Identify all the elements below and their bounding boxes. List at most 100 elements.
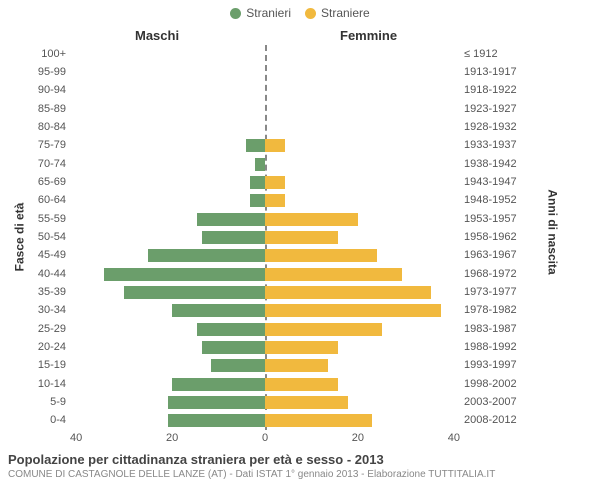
chart-subtitle: COMUNE DI CASTAGNOLE DELLE LANZE (AT) - … [8, 469, 592, 480]
column-title-female: Femmine [340, 28, 397, 43]
plot-area [70, 45, 460, 430]
bar-female [265, 414, 372, 427]
bar-male [197, 323, 265, 336]
y-right-label: 2003-2007 [464, 395, 524, 410]
bar-male [168, 414, 266, 427]
bar-row [70, 120, 460, 135]
legend-swatch-female [305, 8, 316, 19]
y-right-label: 1948-1952 [464, 193, 524, 208]
x-tick: 40 [70, 432, 82, 444]
y-right-label: 1923-1927 [464, 102, 524, 117]
y-left-label: 95-99 [30, 65, 66, 80]
x-tick: 20 [166, 432, 178, 444]
y-left-label: 90-94 [30, 83, 66, 98]
y-right-label: 1928-1932 [464, 120, 524, 135]
y-right-label: 1973-1977 [464, 285, 524, 300]
bar-row [70, 212, 460, 227]
chart-footer: Popolazione per cittadinanza straniera p… [8, 452, 592, 480]
bar-row [70, 285, 460, 300]
chart-title: Popolazione per cittadinanza straniera p… [8, 452, 592, 467]
bar-female [265, 378, 338, 391]
y-left-label: 70-74 [30, 157, 66, 172]
y-axis-title-left: Fasce di età [12, 203, 26, 272]
bar-row [70, 65, 460, 80]
bar-row [70, 157, 460, 172]
bar-male [255, 158, 265, 171]
y-left-label: 60-64 [30, 193, 66, 208]
y-right-label: 2008-2012 [464, 413, 524, 428]
y-left-label: 20-24 [30, 340, 66, 355]
bar-row [70, 193, 460, 208]
x-tick: 40 [448, 432, 460, 444]
y-right-label: 1978-1982 [464, 303, 524, 318]
y-left-label: 30-34 [30, 303, 66, 318]
y-left-label: 40-44 [30, 267, 66, 282]
bar-male [168, 396, 266, 409]
bar-row [70, 267, 460, 282]
y-left-label: 50-54 [30, 230, 66, 245]
bar-female [265, 323, 382, 336]
bar-row [70, 175, 460, 190]
bar-female [265, 268, 402, 281]
legend-label-female: Straniere [321, 6, 370, 20]
bar-row [70, 358, 460, 373]
bar-female [265, 304, 441, 317]
y-left-label: 65-69 [30, 175, 66, 190]
bar-male [172, 378, 265, 391]
bar-row [70, 340, 460, 355]
y-left-label: 75-79 [30, 138, 66, 153]
y-right-label: 1933-1937 [464, 138, 524, 153]
x-tick: 20 [352, 432, 364, 444]
legend-item-male: Stranieri [230, 6, 291, 20]
bar-row [70, 138, 460, 153]
y-right-label: 1958-1962 [464, 230, 524, 245]
y-left-label: 45-49 [30, 248, 66, 263]
y-left-label: 35-39 [30, 285, 66, 300]
y-left-label: 25-29 [30, 322, 66, 337]
y-axis-left-labels: 100+95-9990-9485-8980-8475-7970-7465-696… [30, 45, 66, 430]
bar-male [172, 304, 265, 317]
bar-row [70, 47, 460, 62]
bar-female [265, 194, 285, 207]
y-left-label: 15-19 [30, 358, 66, 373]
bar-row [70, 83, 460, 98]
y-right-label: 1988-1992 [464, 340, 524, 355]
bar-row [70, 102, 460, 117]
bar-male [197, 213, 265, 226]
y-right-label: 1938-1942 [464, 157, 524, 172]
population-pyramid-chart: Stranieri Straniere Maschi Femmine Fasce… [0, 0, 600, 500]
y-left-label: 55-59 [30, 212, 66, 227]
x-tick: 0 [262, 432, 268, 444]
y-axis-right-labels: ≤ 19121913-19171918-19221923-19271928-19… [464, 45, 524, 430]
legend-label-male: Stranieri [246, 6, 291, 20]
column-title-male: Maschi [135, 28, 179, 43]
bar-male [104, 268, 265, 281]
bar-male [246, 139, 266, 152]
bar-row [70, 395, 460, 410]
y-left-label: 100+ [30, 47, 66, 62]
bar-row [70, 377, 460, 392]
y-left-label: 0-4 [30, 413, 66, 428]
bar-female [265, 231, 338, 244]
bar-male [202, 231, 265, 244]
bar-row [70, 230, 460, 245]
legend-item-female: Straniere [305, 6, 370, 20]
bar-female [265, 286, 431, 299]
bar-female [265, 396, 348, 409]
bar-male [250, 176, 265, 189]
y-left-label: 5-9 [30, 395, 66, 410]
legend-swatch-male [230, 8, 241, 19]
y-axis-title-right: Anni di nascita [546, 189, 560, 274]
bar-row [70, 248, 460, 263]
bar-row [70, 322, 460, 337]
y-right-label: 1998-2002 [464, 377, 524, 392]
y-right-label: 1983-1987 [464, 322, 524, 337]
bar-female [265, 213, 358, 226]
y-right-label: 1918-1922 [464, 83, 524, 98]
bar-female [265, 139, 285, 152]
bar-female [265, 249, 377, 262]
bar-female [265, 359, 328, 372]
bar-male [211, 359, 265, 372]
bar-male [148, 249, 265, 262]
y-right-label: ≤ 1912 [464, 47, 524, 62]
